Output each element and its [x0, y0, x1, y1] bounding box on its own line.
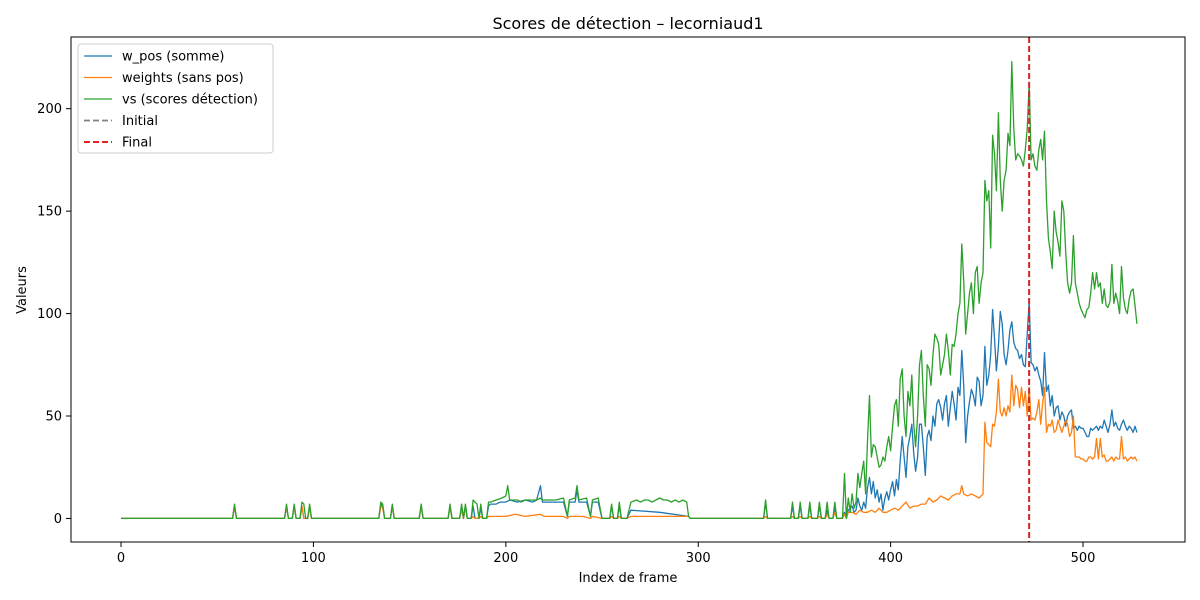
legend: w_pos (somme) weights (sans pos) vs (score…	[77, 43, 274, 154]
x-tick-label: 500	[1071, 551, 1096, 566]
chart-title: Scores de détection – lecorniaud1	[492, 14, 763, 33]
series-line-0	[121, 300, 1138, 520]
plot-frame	[70, 36, 1186, 543]
legend-label: vs (scores détection)	[122, 93, 258, 108]
legend-label: weights (sans pos)	[122, 71, 244, 86]
y-tick-label: 100	[37, 307, 62, 322]
series-line-2	[121, 60, 1138, 520]
legend-label: w_pos (somme)	[122, 50, 224, 65]
legend-box	[77, 43, 274, 154]
series-layer	[121, 60, 1138, 520]
x-axis-label: Index de frame	[579, 571, 678, 586]
x-tick-label: 200	[493, 551, 518, 566]
legend-label: Initial	[122, 114, 158, 129]
x-axis-ticks: 0 100 200 300 400 500	[117, 542, 1096, 566]
plot-area	[70, 36, 1186, 543]
x-tick-label: 400	[878, 551, 903, 566]
y-tick-label: 150	[37, 205, 62, 220]
legend-label: Final	[122, 136, 152, 151]
y-tick-label: 200	[37, 102, 62, 117]
y-axis-ticks: 0 50 100 150 200	[37, 102, 71, 527]
x-tick-label: 0	[117, 551, 125, 566]
y-axis-label: Valeurs	[15, 266, 30, 314]
x-tick-label: 300	[686, 551, 711, 566]
y-tick-label: 50	[45, 410, 62, 425]
x-tick-label: 100	[301, 551, 326, 566]
y-tick-label: 0	[54, 512, 62, 527]
